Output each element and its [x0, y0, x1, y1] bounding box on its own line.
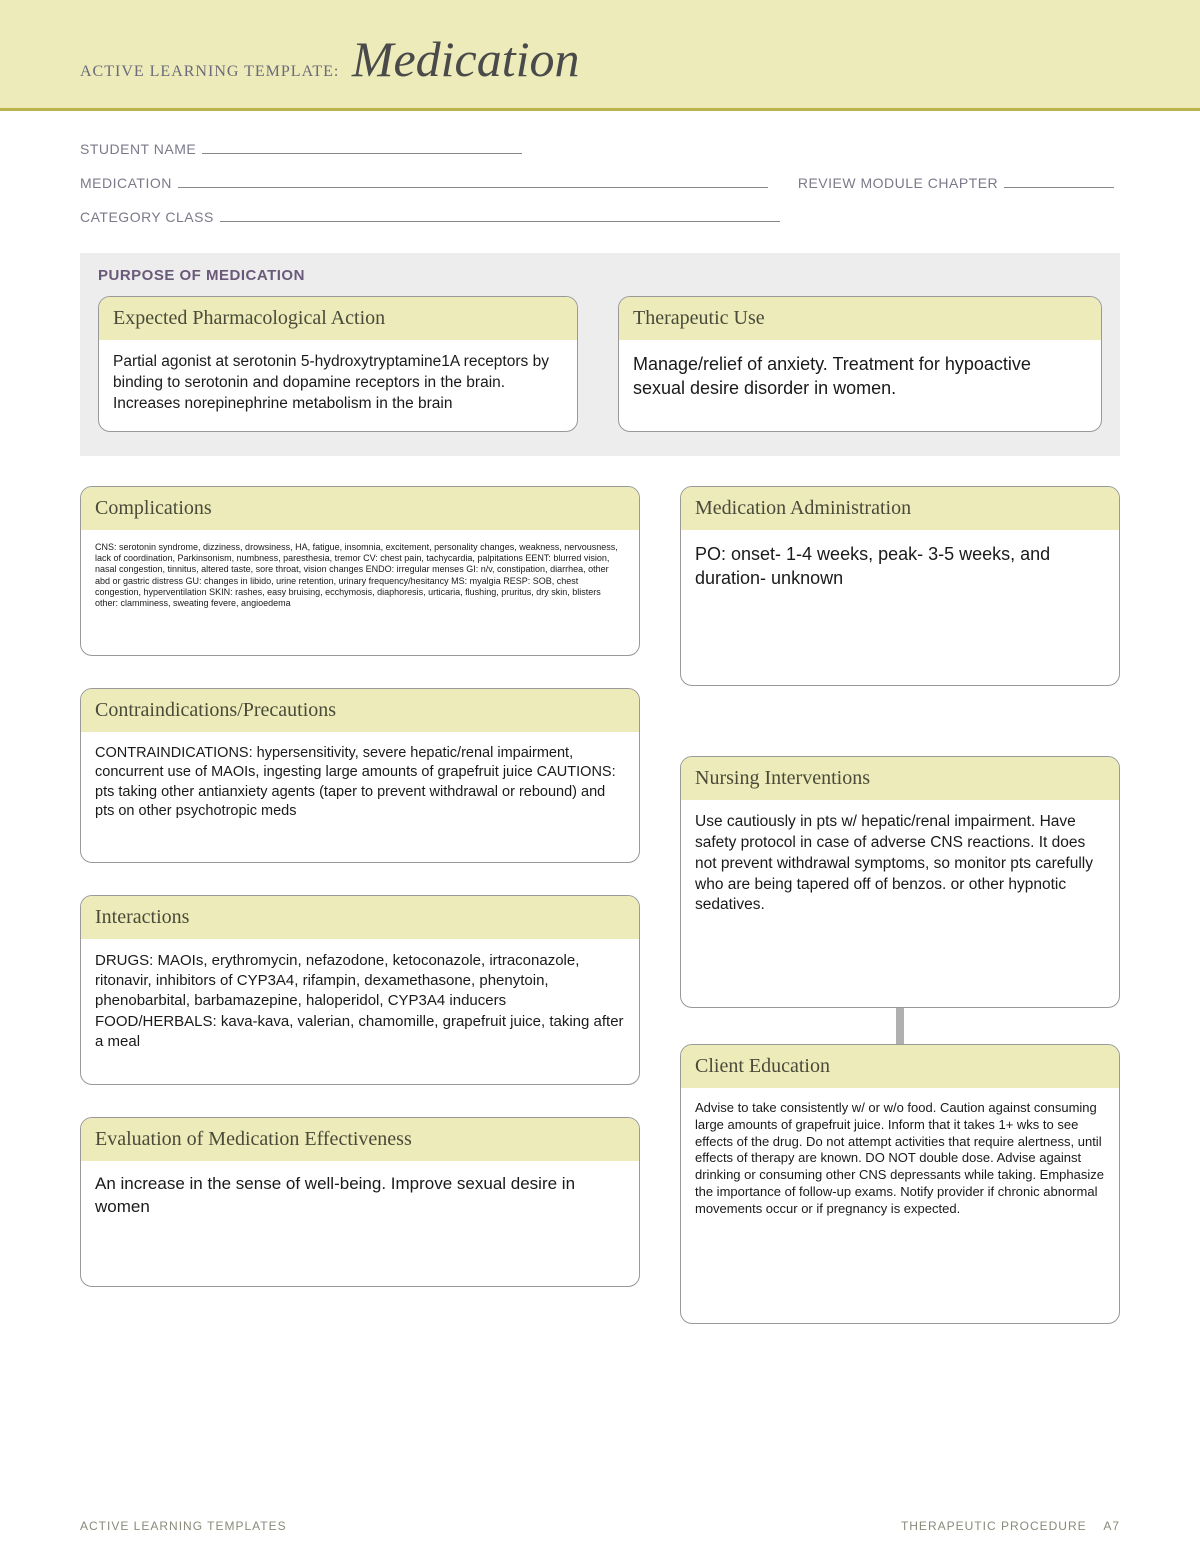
- therapeutic-use-heading: Therapeutic Use: [619, 297, 1101, 344]
- footer: ACTIVE LEARNING TEMPLATES THERAPEUTIC PR…: [80, 1519, 1120, 1533]
- review-label: REVIEW MODULE CHAPTER: [798, 175, 998, 191]
- category-line: [220, 210, 780, 222]
- content-area: Complications CNS: serotonin syndrome, d…: [80, 486, 1120, 1324]
- medication-admin-body: PO: onset- 1-4 weeks, peak- 3-5 weeks, a…: [681, 534, 1119, 607]
- nursing-interventions-box: Nursing Interventions Use cautiously in …: [680, 756, 1120, 1008]
- student-name-row: STUDENT NAME: [80, 141, 1120, 157]
- page-root: ACTIVE LEARNING TEMPLATE: Medication STU…: [0, 0, 1200, 1553]
- therapeutic-use-box: Therapeutic Use Manage/relief of anxiety…: [618, 296, 1102, 432]
- medication-admin-heading: Medication Administration: [681, 487, 1119, 534]
- left-column: Complications CNS: serotonin syndrome, d…: [80, 486, 640, 1324]
- evaluation-box: Evaluation of Medication Effectiveness A…: [80, 1117, 640, 1287]
- medication-label: MEDICATION: [80, 175, 172, 191]
- medication-line: [178, 176, 768, 188]
- interactions-body: DRUGS: MAOIs, erythromycin, nefazodone, …: [81, 943, 639, 1068]
- header-prefix: ACTIVE LEARNING TEMPLATE:: [80, 63, 339, 80]
- purpose-title: PURPOSE OF MEDICATION: [98, 267, 1102, 284]
- interactions-heading: Interactions: [81, 896, 639, 943]
- interactions-box: Interactions DRUGS: MAOIs, erythromycin,…: [80, 895, 640, 1085]
- complications-box: Complications CNS: serotonin syndrome, d…: [80, 486, 640, 656]
- contraindications-body: CONTRAINDICATIONS: hypersensitivity, sev…: [81, 736, 639, 838]
- client-education-box: Client Education Advise to take consiste…: [680, 1044, 1120, 1324]
- purpose-section: PURPOSE OF MEDICATION Expected Pharmacol…: [80, 253, 1120, 456]
- page-title: Medication: [352, 31, 580, 87]
- therapeutic-use-body: Manage/relief of anxiety. Treatment for …: [619, 344, 1101, 417]
- footer-left: ACTIVE LEARNING TEMPLATES: [80, 1519, 287, 1533]
- complications-heading: Complications: [81, 487, 639, 534]
- nursing-interventions-body: Use cautiously in pts w/ hepatic/renal i…: [681, 804, 1119, 933]
- contraindications-heading: Contraindications/Precautions: [81, 689, 639, 736]
- spacer: [680, 686, 1120, 756]
- footer-right-text: THERAPEUTIC PROCEDURE: [901, 1519, 1087, 1533]
- connector-line: [896, 1008, 904, 1044]
- contraindications-box: Contraindications/Precautions CONTRAINDI…: [80, 688, 640, 863]
- pharma-action-heading: Expected Pharmacological Action: [99, 297, 577, 344]
- footer-right: THERAPEUTIC PROCEDURE A7: [901, 1519, 1120, 1533]
- client-education-body: Advise to take consistently w/ or w/o fo…: [681, 1092, 1119, 1234]
- client-education-heading: Client Education: [681, 1045, 1119, 1092]
- medication-admin-box: Medication Administration PO: onset- 1-4…: [680, 486, 1120, 686]
- nursing-interventions-heading: Nursing Interventions: [681, 757, 1119, 804]
- pharma-action-body: Partial agonist at serotonin 5-hydroxytr…: [99, 344, 577, 431]
- form-section: STUDENT NAME MEDICATION REVIEW MODULE CH…: [0, 111, 1200, 253]
- complications-body: CNS: serotonin syndrome, dizziness, drow…: [81, 534, 639, 626]
- pharma-action-box: Expected Pharmacological Action Partial …: [98, 296, 578, 432]
- category-label: CATEGORY CLASS: [80, 209, 214, 225]
- evaluation-body: An increase in the sense of well-being. …: [81, 1165, 639, 1235]
- footer-page: A7: [1103, 1519, 1120, 1533]
- right-column: Medication Administration PO: onset- 1-4…: [680, 486, 1120, 1324]
- review-line: [1004, 176, 1114, 188]
- student-name-line: [202, 142, 522, 154]
- header-band: ACTIVE LEARNING TEMPLATE: Medication: [0, 0, 1200, 111]
- medication-row: MEDICATION REVIEW MODULE CHAPTER: [80, 175, 1120, 191]
- evaluation-heading: Evaluation of Medication Effectiveness: [81, 1118, 639, 1165]
- category-row: CATEGORY CLASS: [80, 209, 1120, 225]
- student-name-label: STUDENT NAME: [80, 141, 196, 157]
- purpose-boxes: Expected Pharmacological Action Partial …: [98, 296, 1102, 432]
